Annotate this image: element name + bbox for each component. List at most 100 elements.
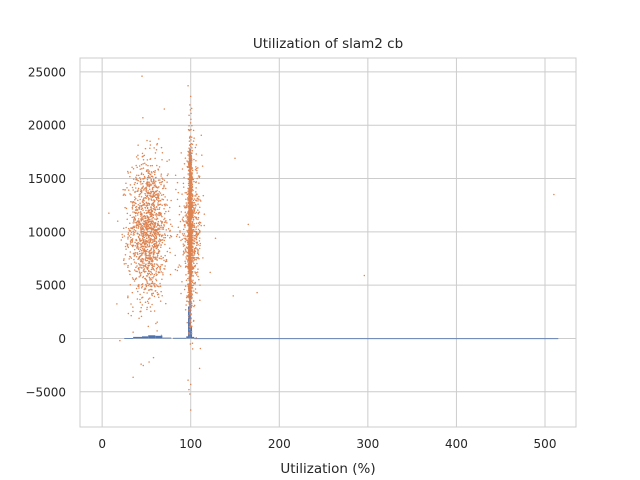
scatter-point <box>141 235 144 238</box>
scatter-point <box>142 163 144 165</box>
scatter-point <box>140 183 142 185</box>
scatter-point <box>148 361 150 363</box>
scatter-point <box>135 208 138 210</box>
scatter-point <box>190 175 192 178</box>
scatter-point <box>189 249 192 251</box>
scatter-point <box>195 166 197 168</box>
scatter-point <box>152 213 154 216</box>
scatter-point <box>185 265 187 267</box>
scatter-point <box>145 224 148 226</box>
scatter-point <box>145 194 147 196</box>
scatter-point <box>122 188 124 191</box>
scatter-point <box>140 228 143 231</box>
scatter-point <box>153 232 155 235</box>
scatter-point <box>134 252 137 254</box>
scatter-point <box>156 229 158 231</box>
scatter-point <box>146 178 149 181</box>
scatter-point <box>165 210 167 213</box>
scatter-point <box>140 252 143 254</box>
scatter-point <box>163 236 165 239</box>
histogram-bar <box>188 306 190 339</box>
scatter-point <box>195 233 198 235</box>
scatter-point <box>150 175 153 178</box>
x-axis-ticks: 0 100 200 300 400 500 <box>98 437 556 451</box>
scatter-point <box>151 199 153 202</box>
scatter-point <box>189 393 191 395</box>
scatter-point <box>144 147 147 150</box>
scatter-point <box>145 254 148 257</box>
scatter-point <box>133 183 136 186</box>
scatter-point <box>160 175 162 177</box>
scatter-point <box>149 232 152 235</box>
scatter-point <box>150 230 153 233</box>
scatter-point <box>137 290 139 293</box>
scatter-point <box>185 213 188 215</box>
scatter-point <box>131 240 134 242</box>
scatter-point <box>188 312 191 314</box>
scatter-point <box>124 206 126 209</box>
scatter-point <box>157 220 160 223</box>
scatter-point <box>164 254 166 257</box>
scatter-point <box>162 272 164 274</box>
scatter-point <box>188 331 190 334</box>
scatter-point <box>154 251 156 253</box>
scatter-point <box>161 238 164 241</box>
scatter-point <box>129 256 132 258</box>
scatter-point <box>145 235 147 237</box>
scatter-point <box>163 187 165 189</box>
scatter-point <box>187 234 189 236</box>
scatter-point <box>137 267 140 270</box>
scatter-point <box>152 268 154 271</box>
scatter-point <box>140 315 143 318</box>
scatter-point <box>132 310 134 313</box>
scatter-point <box>150 247 153 249</box>
scatter-point <box>156 330 158 332</box>
scatter-point <box>191 342 194 345</box>
scatter-point <box>128 235 131 237</box>
scatter-point <box>363 274 366 277</box>
scatter-point <box>136 252 139 254</box>
scatter-point <box>187 198 189 200</box>
scatter-point <box>174 254 176 257</box>
scatter-point <box>149 238 152 241</box>
y-axis-ticks: −5000 0 5000 10000 15000 20000 25000 <box>25 65 66 399</box>
scatter-point <box>150 183 152 185</box>
scatter-point <box>127 172 129 174</box>
scatter-point <box>138 195 140 198</box>
scatter-point <box>175 188 177 191</box>
scatter-point <box>191 195 194 198</box>
scatter-point <box>157 244 160 247</box>
scatter-point <box>188 255 190 258</box>
scatter-point <box>156 164 158 167</box>
histogram-bar <box>155 335 163 339</box>
scatter-point <box>142 178 145 180</box>
scatter-point <box>188 241 190 243</box>
scatter-point <box>187 283 189 285</box>
scatter-point <box>126 212 129 215</box>
scatter-point <box>136 182 139 185</box>
scatter-point <box>145 270 147 273</box>
scatter-point <box>135 221 138 224</box>
scatter-point <box>191 209 193 212</box>
scatter-point <box>141 227 144 230</box>
scatter-point <box>145 201 148 204</box>
scatter-point <box>191 257 193 259</box>
scatter-point <box>163 225 165 227</box>
scatter-point <box>152 235 155 237</box>
scatter-point <box>198 232 201 234</box>
scatter-point <box>129 171 132 173</box>
scatter-point <box>155 193 158 196</box>
scatter-point <box>155 180 157 183</box>
y-tick-label: 15000 <box>28 172 66 186</box>
scatter-point <box>149 147 151 149</box>
scatter-point <box>140 363 142 365</box>
scatter-point <box>187 277 189 280</box>
scatter-point <box>145 275 148 277</box>
scatter-point <box>148 204 151 206</box>
scatter-point <box>169 251 171 254</box>
scatter-point <box>144 217 146 219</box>
scatter-point <box>140 249 143 252</box>
scatter-point <box>138 255 141 258</box>
scatter-point <box>182 219 184 222</box>
scatter-point <box>192 275 195 277</box>
